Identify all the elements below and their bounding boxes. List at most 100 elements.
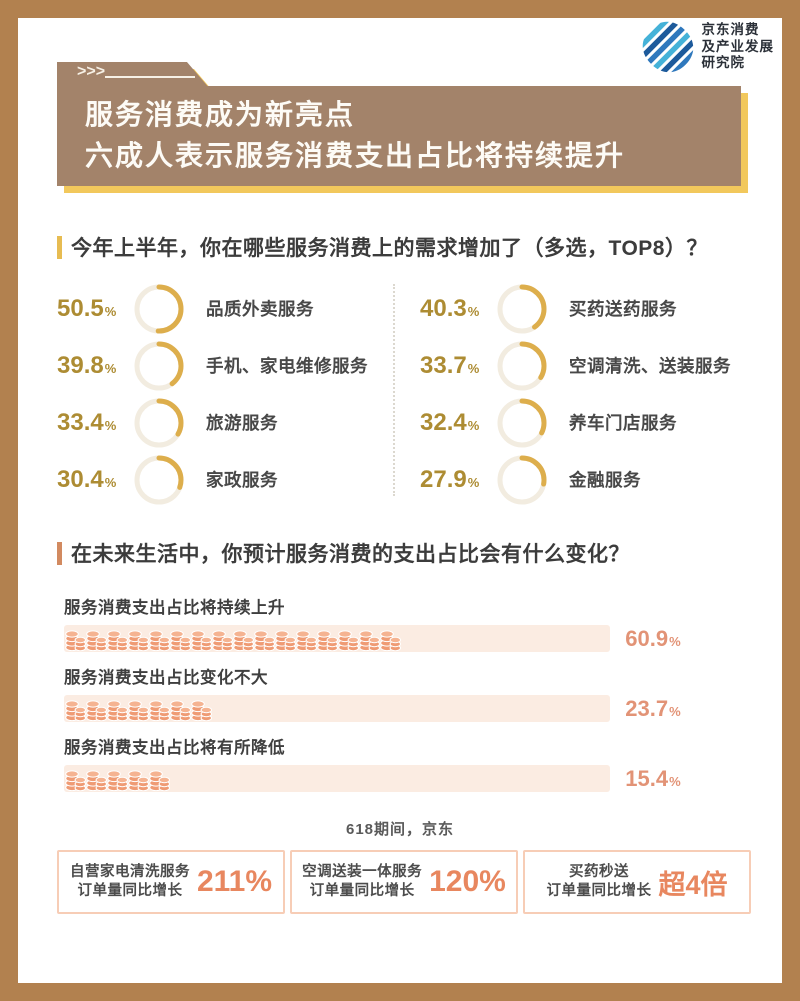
- donut-item: 50.5% 品质外卖服务: [57, 280, 397, 337]
- stat-value: 211%: [196, 865, 273, 898]
- jd-institute-logo: 京东消费 及产业发展 研究院: [641, 20, 775, 74]
- bar-row: 服务消费支出占比变化不大 23.7%: [64, 664, 696, 734]
- report-title-line1: 服务消费成为新亮点: [85, 99, 356, 130]
- donut-label: 家政服务: [206, 470, 278, 490]
- donut-chart: [134, 398, 184, 447]
- coin-stack-icon: [149, 629, 170, 651]
- coin-stack-icon: [65, 769, 86, 791]
- percent-sign: %: [104, 303, 117, 319]
- bar-label: 服务消费支出占比变化不大: [64, 669, 268, 687]
- donut-chart: [497, 284, 547, 333]
- coin-stack-icon: [359, 629, 380, 651]
- bar-fill: [65, 765, 170, 792]
- stat-label: 空调送装一体服务 订单量同比增长: [302, 864, 423, 899]
- bar-track: [64, 625, 610, 652]
- percent-sign: %: [669, 703, 681, 719]
- question2-accent-bar: [57, 541, 62, 565]
- stat-label: 自营家电清洗服务 订单量同比增长: [69, 864, 190, 899]
- jd-institute-logo-text: 京东消费 及产业发展 研究院: [701, 22, 774, 71]
- question1-accent-bar: [57, 235, 62, 259]
- donut-item: 33.4% 旅游服务: [57, 394, 397, 451]
- percent-sign: %: [104, 474, 117, 490]
- donut-chart: [134, 341, 184, 390]
- bar-track: [64, 765, 610, 792]
- stat-box-medicine-delivery: 买药秒送 订单量同比增长 超4倍: [523, 850, 751, 914]
- donut-chart: [497, 455, 547, 504]
- coin-stack-icon: [86, 769, 107, 791]
- donut-percent: 33.4%: [57, 408, 117, 436]
- donut-item: 33.7% 空调清洗、送装服务: [420, 337, 760, 394]
- coin-stack-icon: [107, 769, 128, 791]
- donut-item: 32.4% 养车门店服务: [420, 394, 760, 451]
- column-divider: [393, 284, 395, 496]
- donut-chart: [497, 398, 547, 447]
- question2-title: 在未来生活中，你预计服务消费的支出占比会有什么变化？: [71, 543, 630, 566]
- coin-stack-icon: [107, 699, 128, 721]
- coin-stack-icon: [296, 629, 317, 651]
- stat-label: 买药秒送 订单量同比增长: [546, 864, 652, 899]
- coin-stack-icon: [317, 629, 338, 651]
- report-title-line2: 六成人表示服务消费支出占比将持续提升: [85, 140, 626, 171]
- bar-percent: 15.4%: [625, 765, 681, 791]
- bar-fill: [65, 625, 401, 652]
- q1-donut-column-left: 50.5% 品质外卖服务 39.8% 手机、家电维修服务 33.4% 旅游服务 …: [57, 280, 397, 508]
- donut-item: 27.9% 金融服务: [420, 451, 760, 508]
- donut-percent: 33.7%: [420, 351, 480, 379]
- coin-stack-icon: [65, 699, 86, 721]
- donut-chart: [134, 455, 184, 504]
- percent-sign: %: [104, 360, 117, 376]
- banner-body: >>> 服务消费成为新亮点 六成人表示服务消费支出占比将持续提升: [57, 62, 741, 186]
- bar-row: 服务消费支出占比将持续上升 60.9%: [64, 594, 696, 664]
- q2-bar-chart: 服务消费支出占比将持续上升 60.9% 服务消费支出占比变化不大 23.7% 服…: [64, 594, 696, 804]
- bar-label: 服务消费支出占比将有所降低: [64, 739, 285, 757]
- donut-percent: 32.4%: [420, 408, 480, 436]
- percent-sign: %: [467, 303, 480, 319]
- bar-label: 服务消费支出占比将持续上升: [64, 599, 285, 617]
- stat-box-ac-delivery-install: 空调送装一体服务 订单量同比增长 120%: [290, 850, 518, 914]
- coin-stack-icon: [86, 699, 107, 721]
- coin-stack-icon: [170, 629, 191, 651]
- percent-sign: %: [104, 417, 117, 433]
- report-page: 京东消费 及产业发展 研究院 >>> 服务消费成为新亮点 六成人表示服务消费支出…: [18, 18, 782, 983]
- bar-percent: 23.7%: [625, 695, 681, 721]
- coin-stack-icon: [107, 629, 128, 651]
- stat-value: 超4倍: [658, 869, 728, 900]
- coin-stack-icon: [128, 769, 149, 791]
- coin-stack-icon: [233, 629, 254, 651]
- coin-stack-icon: [128, 699, 149, 721]
- bar-percent: 60.9%: [625, 625, 681, 651]
- donut-label: 空调清洗、送装服务: [569, 356, 731, 376]
- donut-chart: [134, 284, 184, 333]
- coin-stack-icon: [212, 629, 233, 651]
- coin-stack-icon: [254, 629, 275, 651]
- donut-percent: 39.8%: [57, 351, 117, 379]
- coin-stack-icon: [338, 629, 359, 651]
- coin-stack-icon: [170, 699, 191, 721]
- coin-stack-icon: [149, 699, 170, 721]
- coin-stack-icon: [275, 629, 296, 651]
- percent-sign: %: [467, 360, 480, 376]
- coin-stack-icon: [149, 769, 170, 791]
- donut-item: 40.3% 买药送药服务: [420, 280, 760, 337]
- coin-stack-icon: [65, 629, 86, 651]
- donut-percent: 30.4%: [57, 465, 117, 493]
- percent-sign: %: [467, 417, 480, 433]
- percent-sign: %: [467, 474, 480, 490]
- jd-institute-logo-icon: [641, 20, 694, 74]
- coin-stack-icon: [191, 629, 212, 651]
- bar-fill: [65, 695, 212, 722]
- question1-header: 今年上半年，你在哪些服务消费上的需求增加了（多选，TOP8）？: [57, 232, 708, 262]
- coin-stack-icon: [191, 699, 212, 721]
- banner-decor-line: [105, 76, 195, 78]
- q1-donut-column-right: 40.3% 买药送药服务 33.7% 空调清洗、送装服务 32.4% 养车门店服…: [420, 280, 760, 508]
- donut-percent: 40.3%: [420, 294, 480, 322]
- donut-label: 旅游服务: [206, 413, 278, 433]
- donut-percent: 27.9%: [420, 465, 480, 493]
- donut-label: 养车门店服务: [569, 413, 677, 433]
- question2-header: 在未来生活中，你预计服务消费的支出占比会有什么变化？: [57, 538, 630, 568]
- donut-label: 金融服务: [569, 470, 641, 490]
- donut-label: 买药送药服务: [569, 299, 677, 319]
- donut-item: 30.4% 家政服务: [57, 451, 397, 508]
- donut-label: 手机、家电维修服务: [206, 356, 368, 376]
